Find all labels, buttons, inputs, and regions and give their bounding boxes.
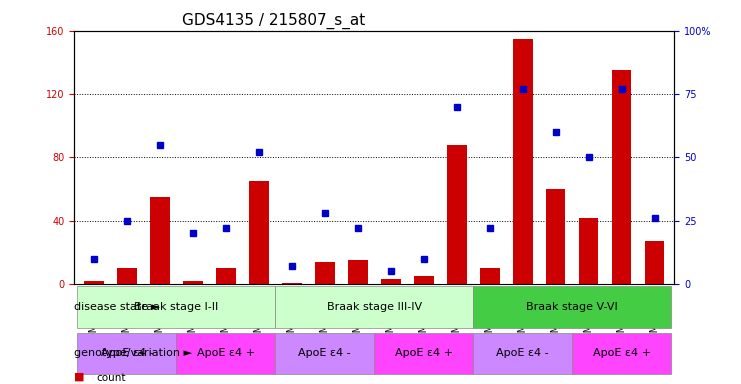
Text: ApoE ε4 -: ApoE ε4 - [101, 348, 153, 358]
Text: Braak stage III-IV: Braak stage III-IV [327, 302, 422, 312]
Text: Braak stage V-VI: Braak stage V-VI [526, 302, 618, 312]
Text: ApoE ε4 -: ApoE ε4 - [496, 348, 549, 358]
FancyBboxPatch shape [473, 286, 671, 328]
Text: GDS4135 / 215807_s_at: GDS4135 / 215807_s_at [182, 13, 365, 29]
Bar [183, 281, 203, 284]
FancyBboxPatch shape [473, 333, 572, 374]
FancyBboxPatch shape [275, 286, 473, 328]
Bar [579, 218, 599, 284]
Text: ApoE ε4 +: ApoE ε4 + [197, 348, 255, 358]
Bar [611, 70, 631, 284]
FancyBboxPatch shape [275, 333, 374, 374]
Bar [413, 276, 433, 284]
FancyBboxPatch shape [176, 333, 275, 374]
FancyBboxPatch shape [77, 286, 275, 328]
Bar [282, 283, 302, 284]
Bar [117, 268, 137, 284]
FancyBboxPatch shape [572, 333, 671, 374]
Text: ApoE ε4 +: ApoE ε4 + [395, 348, 453, 358]
Bar [150, 197, 170, 284]
Bar [216, 268, 236, 284]
Bar [645, 242, 665, 284]
FancyBboxPatch shape [77, 333, 176, 374]
FancyBboxPatch shape [374, 333, 473, 374]
Bar [479, 268, 499, 284]
Text: disease state ►: disease state ► [74, 302, 160, 312]
Text: genotype/variation ►: genotype/variation ► [74, 348, 192, 358]
Bar [545, 189, 565, 284]
Text: Braak stage I-II: Braak stage I-II [134, 302, 219, 312]
Text: ■: ■ [74, 372, 84, 382]
Bar [381, 280, 401, 284]
Bar [315, 262, 335, 284]
Bar [348, 260, 368, 284]
Bar [447, 145, 467, 284]
Text: ApoE ε4 -: ApoE ε4 - [299, 348, 351, 358]
Text: ApoE ε4 +: ApoE ε4 + [593, 348, 651, 358]
Bar [249, 181, 269, 284]
Text: count: count [96, 373, 126, 383]
Bar [84, 281, 104, 284]
Bar [513, 39, 533, 284]
